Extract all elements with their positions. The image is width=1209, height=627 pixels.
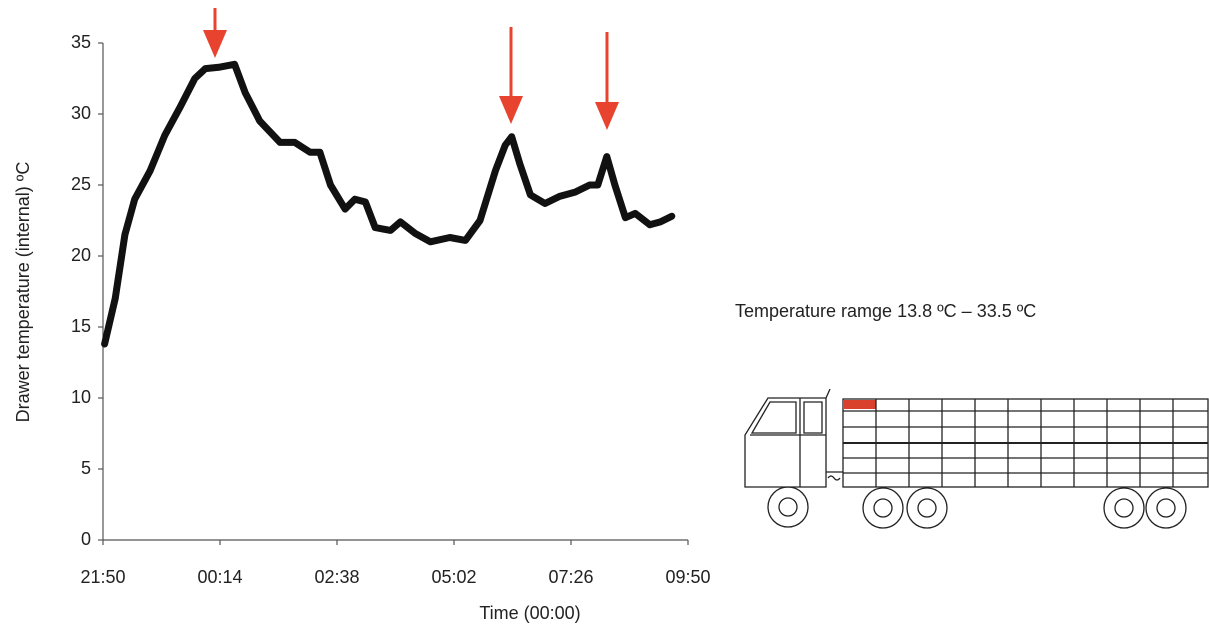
y-tick-label: 10 [71, 387, 91, 407]
y-tick-label: 30 [71, 103, 91, 123]
data-line [101, 60, 676, 348]
x-tick-label: 07:26 [548, 567, 593, 587]
y-tick-label: 25 [71, 174, 91, 194]
x-tick-label: 09:50 [665, 567, 710, 587]
x-tick-label: 21:50 [80, 567, 125, 587]
x-tick-label: 02:38 [314, 567, 359, 587]
arrow-head [499, 96, 523, 124]
y-tick-label: 35 [71, 32, 91, 52]
annotation: Temperature ramge 13.8 ºC – 33.5 ºC [735, 301, 1036, 321]
y-tick-label: 0 [81, 529, 91, 549]
y-tick-label: 15 [71, 316, 91, 336]
arrows [203, 8, 619, 130]
x-tick-label: 05:02 [431, 567, 476, 587]
y-axis-label: Drawer temperature (internal) ºC [13, 162, 33, 423]
x-axis-label: Time (00:00) [479, 603, 580, 623]
x-tick-label: 00:14 [197, 567, 242, 587]
truck [744, 388, 1209, 529]
arrow-head [203, 30, 227, 58]
y-tick-label: 5 [81, 458, 91, 478]
y-tick-label: 20 [71, 245, 91, 265]
arrow-head [595, 102, 619, 130]
